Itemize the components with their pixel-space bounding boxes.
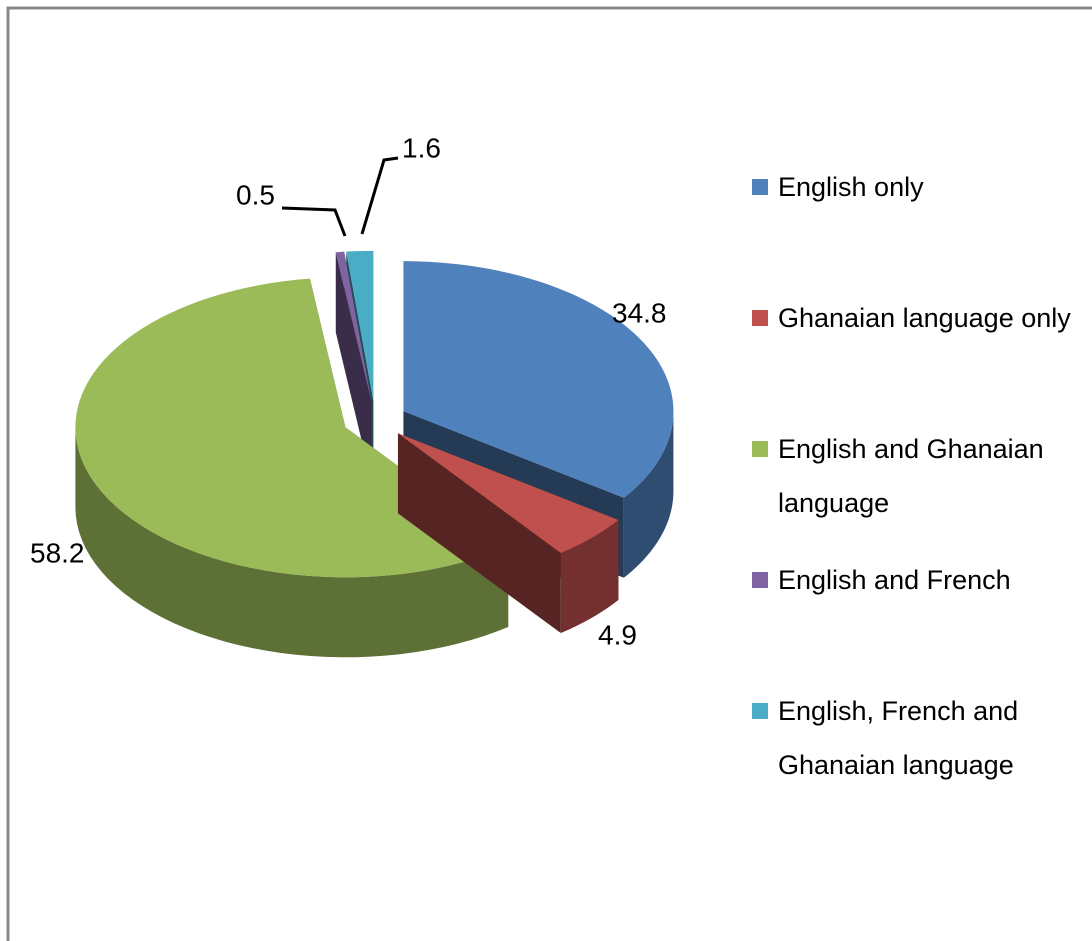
legend-item: English only [752,160,1072,214]
chart-border [6,6,1092,941]
legend-item: English and French [752,553,1072,607]
slice [397,433,619,634]
legend-swatch [752,703,768,719]
legend-swatch [752,572,768,588]
slice-side [623,411,674,578]
legend-item: English, French and Ghanaian language [752,684,1072,792]
data-label: 34.8 [612,297,667,328]
legend-swatch [752,310,768,326]
slice [335,251,372,481]
data-label: 1.6 [402,132,441,163]
slice-side [560,519,619,634]
legend-item: Ghanaian language only [752,291,1072,345]
leader-line [281,206,347,237]
slice-top [335,251,372,401]
leader-line [360,156,399,235]
data-label: 0.5 [236,179,275,210]
slice-top [403,261,674,498]
slice-wall [397,433,561,634]
legend-swatch [752,441,768,457]
legend-label: English only [778,172,924,202]
legend-item: English and Ghanaian language [752,422,1072,530]
slice-top [397,433,619,554]
slice-side [75,427,509,658]
legend-swatch [752,179,768,195]
slice-top [346,250,374,401]
legend-label: Ghanaian language only [778,303,1071,333]
legend-label: English, French and Ghanaian language [778,696,1019,780]
data-label: 58.2 [30,537,85,568]
legend-label: English and Ghanaian language [778,434,1044,518]
legend-label: English and French [778,565,1011,595]
data-label: 4.9 [598,619,637,650]
